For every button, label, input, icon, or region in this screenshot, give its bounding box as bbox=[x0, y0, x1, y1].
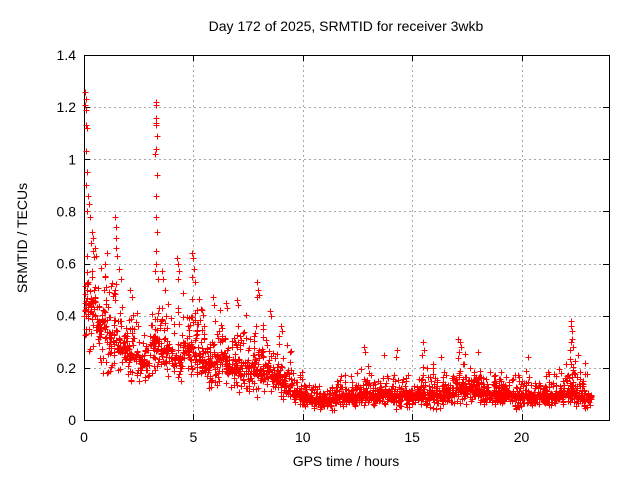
x-tick-label: 5 bbox=[189, 429, 197, 445]
y-tick-label: 1.4 bbox=[57, 47, 77, 63]
x-axis-label: GPS time / hours bbox=[293, 453, 400, 469]
y-tick-label: 0.2 bbox=[57, 360, 77, 376]
x-tick-label: 20 bbox=[514, 429, 530, 445]
x-tick-label: 15 bbox=[404, 429, 420, 445]
y-axis-label: SRMTID / TECUs bbox=[14, 183, 30, 293]
y-tick-label: 1.2 bbox=[57, 99, 77, 115]
x-tick-label: 0 bbox=[80, 429, 88, 445]
scatter-points bbox=[81, 89, 595, 414]
x-tick-label: 10 bbox=[295, 429, 311, 445]
y-tick-labels: 0 0.2 0.4 0.6 0.8 1 1.2 1.4 bbox=[57, 47, 77, 428]
y-tick-label: 1 bbox=[68, 151, 76, 167]
plot-border bbox=[84, 55, 610, 421]
y-tick-label: 0.6 bbox=[57, 256, 77, 272]
y-tick-label: 0 bbox=[68, 412, 76, 428]
y-tick-label: 0.4 bbox=[57, 308, 77, 324]
chart-title: Day 172 of 2025, SRMTID for receiver 3wk… bbox=[209, 18, 484, 34]
y-tick-label: 0.8 bbox=[57, 203, 77, 219]
x-tick-labels: 0 5 10 15 20 bbox=[80, 429, 529, 445]
